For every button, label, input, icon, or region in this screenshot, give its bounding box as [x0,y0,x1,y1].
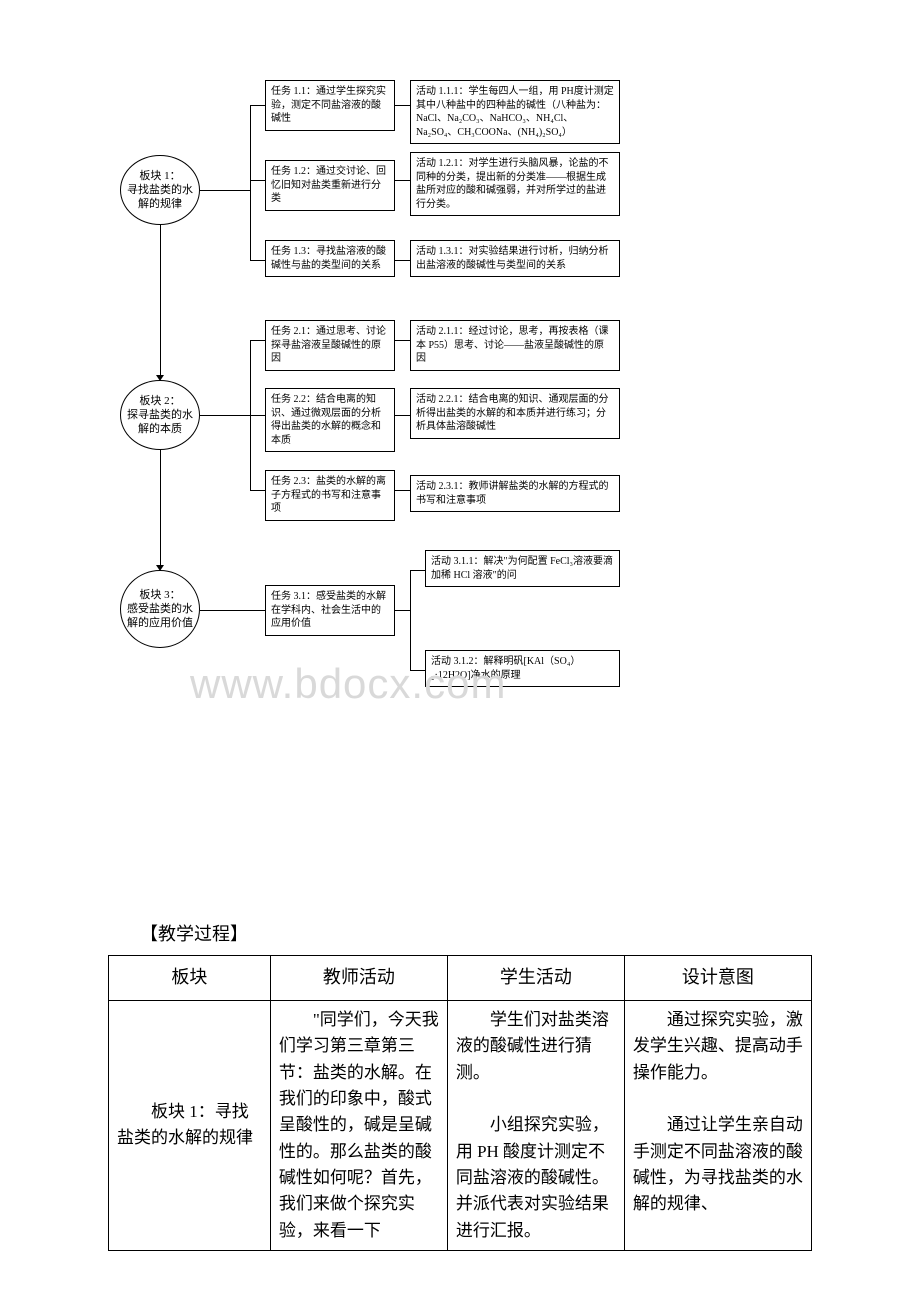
b1-main-h [200,190,250,191]
b2-main-h [200,415,250,416]
b2-h2 [250,415,265,416]
block3-title: 板块 3： [125,588,195,602]
activity-2-1-1: 活动 2.1.1：经过讨论，思考，再按表格（课本 P55）思考、讨论——盐液呈酸… [410,320,620,371]
b2-ah1 [395,340,410,341]
cell-student: 学生们对盐类溶液的酸碱性进行猜测。 小组探究实验，用 PH 酸度计测定不同盐溶液… [447,1000,624,1250]
arrow-1-2 [160,225,161,375]
table-header-row: 板块 教师活动 学生活动 设计意图 [109,956,812,1001]
b1-ah1 [395,105,410,106]
student-p1: 学生们对盐类溶液的酸碱性进行猜测。 [456,1010,609,1082]
block2-node: 板块 2： 探寻盐类的水解的本质 [120,380,200,450]
task-1-3: 任务 1.3：寻找盐溶液的酸碱性与盐的类型间的关系 [265,240,395,277]
b1-ah2 [395,180,410,181]
section-title: 【教学过程】 [140,920,248,946]
b3-main-h [200,610,265,611]
student-p2: 小组探究实验，用 PH 酸度计测定不同盐溶液的酸碱性。并派代表对实验结果进行汇报… [456,1115,609,1239]
b1-h1 [250,105,265,106]
b2-ah2 [395,415,410,416]
header-block: 板块 [109,956,271,1001]
header-student: 学生活动 [447,956,624,1001]
flow-diagram: 板块 1： 寻找盐类的水解的规律 任务 1.1：通过学生探究实验，测定不同盐溶液… [120,80,820,710]
teaching-process-table: 板块 教师活动 学生活动 设计意图 板块 1：寻找盐类的水解的规律 "同学们，今… [108,955,812,1251]
header-design: 设计意图 [624,956,811,1001]
arrow-2-3 [160,450,161,565]
activity-1-1-1: 活动 1.1.1：学生每四人一组，用 PH度计测定其中八种盐中的四种盐的碱性（八… [410,80,620,144]
header-teacher: 教师活动 [270,956,447,1001]
task-2-3: 任务 2.3：盐类的水解的离子方程式的书写和注意事项 [265,470,395,521]
b3-act-vbus [410,570,411,670]
b1-h2 [250,180,265,181]
block1-node: 板块 1： 寻找盐类的水解的规律 [120,155,200,225]
task-2-1: 任务 2.1：通过思考、讨论探寻盐溶液呈酸碱性的原因 [265,320,395,371]
design-p2: 通过让学生亲自动手测定不同盐溶液的酸碱性，为寻找盐类的水解的规律、 [633,1115,803,1213]
design-p1: 通过探究实验，激发学生兴趣、提高动手操作能力。 [633,1010,803,1082]
b2-ah3 [395,490,410,491]
task-1-2: 任务 1.2：通过交讨论、回忆旧知对盐类重新进行分类 [265,160,395,211]
b2-h1 [250,340,265,341]
table-row: 板块 1：寻找盐类的水解的规律 "同学们，今天我们学习第三章第三节：盐类的水解。… [109,1000,812,1250]
cell-teacher: "同学们，今天我们学习第三章第三节：盐类的水解。在我们的印象中，酸式呈酸性的，碱… [270,1000,447,1250]
activity-1-3-1: 活动 1.3.1：对实验结果进行讨析，归纳分析出盐溶液的酸碱性与类型间的关系 [410,240,620,277]
block3-sub: 感受盐类的水解的应用价值 [125,602,195,631]
activity-2-2-1: 活动 2.2.1：结合电离的知识、通观层面的分析得出盐类的水解的和本质并进行练习… [410,388,620,439]
activity-2-3-1: 活动 2.3.1：教师讲解盐类的水解的方程式的书写和注意事项 [410,475,620,512]
block1-sub: 寻找盐类的水解的规律 [125,183,195,212]
activity-1-2-1: 活动 1.2.1：对学生进行头脑风暴，论盐的不同种的分类，提出新的分类准——根据… [410,152,620,216]
task-2-2: 任务 2.2：结合电离的知识、通过微观层面的分析得出盐类的水解的概念和本质 [265,388,395,452]
block1-title: 板块 1： [125,169,195,183]
b3-ah1 [410,570,425,571]
activity-3-1-1: 活动 3.1.1：解决"为何配置 FeCl₃溶液要滴加稀 HCl 溶液"的问 [425,550,620,587]
block2-title: 板块 2： [125,394,195,408]
b3-ah-main [395,610,410,611]
cell-block: 板块 1：寻找盐类的水解的规律 [109,1000,271,1250]
block3-node: 板块 3： 感受盐类的水解的应用价值 [120,570,200,648]
b2-h3 [250,490,265,491]
watermark-text: www.bdocx.com [190,660,506,708]
cell-design: 通过探究实验，激发学生兴趣、提高动手操作能力。 通过让学生亲自动手测定不同盐溶液… [624,1000,811,1250]
b1-ah3 [395,260,410,261]
task-1-1: 任务 1.1：通过学生探究实验，测定不同盐溶液的酸碱性 [265,80,395,131]
b1-vbus [250,105,251,260]
b1-h3 [250,260,265,261]
block2-sub: 探寻盐类的水解的本质 [125,408,195,437]
task-3-1: 任务 3.1：感受盐类的水解在学科内、社会生活中的应用价值 [265,585,395,636]
